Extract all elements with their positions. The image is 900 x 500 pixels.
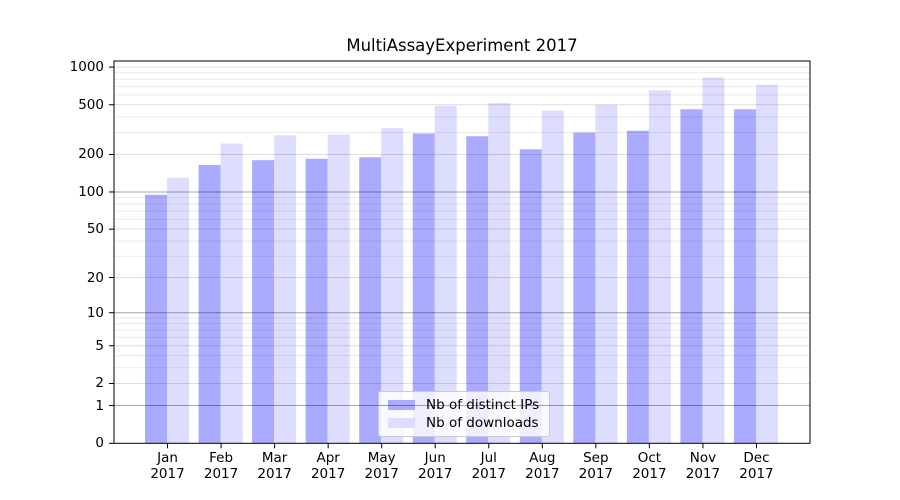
y-tick-label-20: 20 [86, 269, 104, 286]
x-tick-label-apr: Apr 2017 [310, 450, 346, 482]
bar-jan-distinct-ips [145, 194, 168, 444]
bar-jan-downloads [167, 177, 190, 444]
x-tick-label-oct: Oct 2017 [632, 450, 667, 482]
bar-nov-downloads [702, 77, 725, 444]
legend-swatch-downloads [388, 418, 415, 428]
bar-sep-distinct-ips [573, 132, 596, 444]
y-tick-label-5: 5 [95, 337, 104, 354]
y-tick-label-100: 100 [78, 183, 104, 200]
y-tick-label-1: 1 [95, 397, 104, 414]
bar-mar-distinct-ips [252, 160, 275, 444]
chart-title: MultiAssayExperiment 2017 [346, 36, 578, 55]
bar-dec-distinct-ips [733, 109, 756, 444]
legend: Nb of distinct IPs Nb of downloads [378, 391, 550, 437]
bar-oct-downloads [648, 90, 671, 444]
bar-dec-downloads [755, 84, 778, 444]
bar-sep-downloads [595, 104, 618, 444]
bar-apr-distinct-ips [305, 158, 328, 444]
legend-swatch-distinct-ips [388, 400, 415, 410]
bar-apr-downloads [327, 134, 350, 444]
legend-row-distinct-ips: Nb of distinct IPs [388, 397, 540, 413]
y-tick-label-50: 50 [86, 221, 104, 238]
y-tick-label-0: 0 [95, 435, 104, 452]
x-tick-label-jul: Jul 2017 [471, 450, 506, 482]
x-tick-label-mar: Mar 2017 [257, 450, 292, 482]
x-tick-label-jun: Jun 2017 [418, 450, 453, 482]
x-tick-label-nov: Nov 2017 [685, 450, 721, 482]
x-tick-label-jan: Jan 2017 [150, 450, 185, 482]
bar-feb-distinct-ips [198, 164, 221, 444]
bar-nov-distinct-ips [680, 109, 703, 444]
y-tick-label-1000: 1000 [69, 59, 104, 76]
y-tick-label-2: 2 [95, 375, 104, 392]
y-tick-label-500: 500 [78, 96, 104, 113]
x-tick-label-sep: Sep 2017 [578, 450, 614, 482]
x-tick-label-may: May 2017 [364, 450, 399, 482]
legend-label-distinct-ips: Nb of distinct IPs [426, 397, 540, 413]
bar-feb-downloads [220, 143, 243, 444]
x-tick-label-feb: Feb 2017 [203, 450, 239, 482]
legend-row-downloads: Nb of downloads [388, 415, 540, 431]
y-tick-label-200: 200 [78, 146, 104, 163]
x-tick-label-aug: Aug 2017 [525, 450, 560, 482]
bar-oct-distinct-ips [626, 130, 649, 444]
legend-label-downloads: Nb of downloads [426, 415, 539, 431]
bar-mar-downloads [274, 135, 297, 444]
y-tick-label-10: 10 [86, 304, 104, 321]
x-tick-label-dec: Dec 2017 [739, 450, 774, 482]
